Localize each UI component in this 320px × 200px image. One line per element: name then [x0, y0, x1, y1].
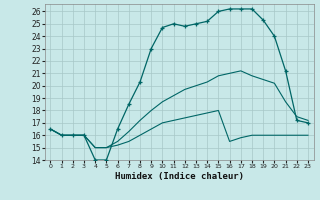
X-axis label: Humidex (Indice chaleur): Humidex (Indice chaleur) — [115, 172, 244, 181]
